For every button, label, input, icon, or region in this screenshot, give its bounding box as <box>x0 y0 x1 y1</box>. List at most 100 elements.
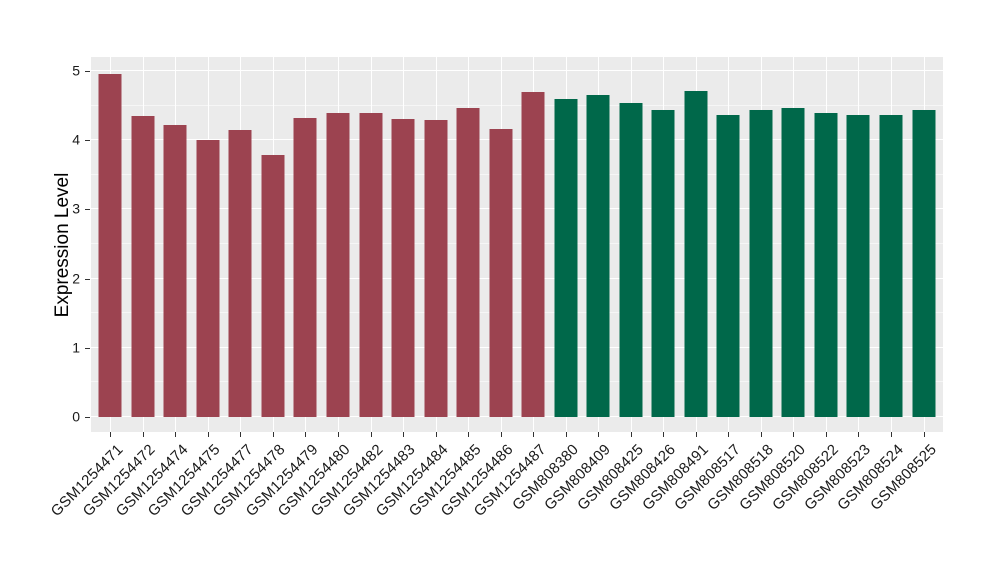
bar-slot: GSM808409 <box>541 57 615 514</box>
x-tick-mark <box>337 432 339 437</box>
x-tick-mark <box>175 432 177 437</box>
x-tick-mark <box>305 432 307 437</box>
bar <box>554 99 578 417</box>
bar <box>456 107 480 417</box>
gridline-minor <box>91 243 943 244</box>
bar <box>131 116 155 417</box>
gridline-minor <box>91 381 943 383</box>
x-tick-mark <box>142 432 144 437</box>
bar-slot: GSM1254474 <box>112 57 192 520</box>
x-tick-mark <box>403 432 405 437</box>
bar <box>359 113 383 417</box>
y-axis-title: Expression Level <box>52 172 73 318</box>
bar-slot: GSM808380 <box>509 57 582 514</box>
bar <box>814 112 838 417</box>
y-tick-label: 2 <box>72 270 80 287</box>
y-tick-mark <box>85 417 90 418</box>
bar <box>489 129 513 417</box>
y-tick-label: 4 <box>72 131 80 148</box>
bar-slot: GSM1254479 <box>243 57 322 520</box>
bar-slot: GSM1254478 <box>210 57 290 520</box>
bar <box>912 109 936 417</box>
bar-slot: GSM808520 <box>737 57 810 514</box>
x-tick-mark <box>435 432 437 437</box>
bar-slot: GSM1254480 <box>275 57 355 520</box>
x-tick-mark <box>533 432 535 437</box>
x-tick-mark <box>923 432 925 437</box>
bar <box>228 129 252 417</box>
x-tick-mark <box>663 432 665 437</box>
bar <box>846 115 870 417</box>
bar-slot: GSM1254482 <box>308 57 387 520</box>
bar-slot: GSM808491 <box>639 57 713 514</box>
bar-slot: GSM808426 <box>606 57 680 514</box>
bar <box>163 125 187 417</box>
bar-slot: GSM1254485 <box>405 57 485 520</box>
x-tick-mark <box>565 432 567 437</box>
bar <box>391 118 415 417</box>
gridline-major <box>91 139 943 141</box>
bar <box>749 110 773 417</box>
bar-slot: GSM1254475 <box>145 57 225 520</box>
x-tick-mark <box>272 432 274 437</box>
bar <box>586 94 610 417</box>
bar-slot: GSM808425 <box>574 57 648 514</box>
gridline-major <box>91 70 943 71</box>
y-tick-label: 0 <box>72 408 80 425</box>
gridline-minor <box>91 104 943 106</box>
bar <box>879 115 903 417</box>
bar-slot: GSM1254472 <box>80 57 160 520</box>
x-tick-mark <box>598 432 600 437</box>
y-tick-label: 5 <box>72 62 80 79</box>
bar-slot: GSM1254477 <box>178 57 257 520</box>
y-tick-label: 1 <box>72 339 80 356</box>
bar <box>424 120 448 417</box>
y-tick-mark <box>85 140 90 142</box>
x-tick-mark <box>468 432 470 437</box>
y-tick-mark <box>85 209 90 211</box>
x-tick-mark <box>825 432 827 437</box>
plot-panel: GSM1254471 GSM1254472 GSM1254474 GSM1254475… <box>47 57 943 520</box>
x-tick-mark <box>891 432 893 437</box>
gridline-major <box>91 416 943 417</box>
y-tick-mark <box>85 71 90 72</box>
gridline-major <box>91 277 943 279</box>
bar-slot: GSM1254486 <box>438 57 517 520</box>
bar <box>684 91 708 417</box>
bar-slots: GSM1254471 GSM1254472 GSM1254474 GSM1254475… <box>47 57 943 520</box>
bar <box>781 108 805 417</box>
x-tick-mark <box>695 432 697 437</box>
x-tick-mark <box>240 432 242 437</box>
x-tick-mark <box>728 432 730 437</box>
y-tick-mark <box>85 347 90 349</box>
bar-slot: GSM808523 <box>802 57 875 514</box>
bar <box>716 114 740 417</box>
y-tick-mark <box>85 278 90 280</box>
bar-slot: GSM808518 <box>704 57 778 514</box>
gridline-major <box>91 208 943 210</box>
bar-slot: GSM808522 <box>769 57 843 514</box>
bar-slot: GSM1254484 <box>373 57 452 520</box>
bar-slot: GSM1254471 <box>47 57 127 520</box>
bar-slot: GSM808517 <box>672 57 745 514</box>
bar-slot: GSM1254483 <box>340 57 420 520</box>
bar-slot: GSM808525 <box>867 57 940 514</box>
bar <box>293 118 317 417</box>
bar <box>261 154 285 417</box>
x-tick-mark <box>500 432 502 437</box>
bar <box>196 140 220 417</box>
bar <box>326 113 350 417</box>
x-tick-mark <box>793 432 795 437</box>
x-tick-mark <box>207 432 209 437</box>
bar <box>521 91 545 417</box>
gridline-major <box>91 346 943 348</box>
bar-slot: GSM808524 <box>834 57 908 514</box>
bar <box>651 110 675 417</box>
x-tick-mark <box>370 432 372 437</box>
gridline-minor <box>91 173 943 175</box>
bar <box>98 73 122 417</box>
x-tick-mark <box>858 432 860 437</box>
bar-slot: GSM1254487 <box>470 57 550 520</box>
x-tick-mark <box>110 432 112 437</box>
